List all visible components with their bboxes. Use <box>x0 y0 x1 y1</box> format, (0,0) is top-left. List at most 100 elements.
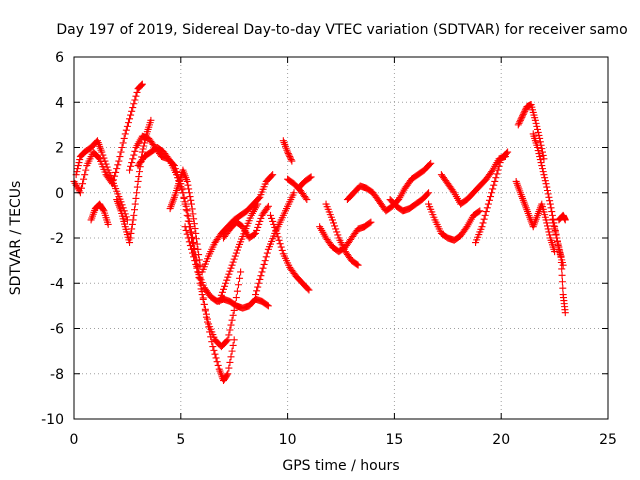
data-point <box>138 148 146 156</box>
data-point <box>287 156 295 164</box>
data-point <box>201 305 209 313</box>
data-point <box>536 153 544 161</box>
data-point <box>120 134 128 142</box>
series-arc-q <box>316 218 375 256</box>
data-point <box>187 196 195 204</box>
data-point <box>488 189 496 197</box>
data-point <box>254 223 262 231</box>
data-point <box>544 225 552 233</box>
series-arc-h <box>181 223 272 312</box>
data-point <box>185 238 193 246</box>
data-point <box>228 347 236 355</box>
series-arc-t <box>386 189 433 215</box>
data-point <box>482 208 490 216</box>
data-point <box>199 295 207 303</box>
data-point <box>101 157 109 165</box>
data-point <box>126 115 134 123</box>
data-point <box>286 154 294 162</box>
data-point <box>200 300 208 308</box>
data-point <box>306 174 314 182</box>
data-point <box>231 252 239 260</box>
data-point <box>533 122 541 130</box>
series-arc-m <box>267 211 313 294</box>
data-point <box>254 283 262 291</box>
data-point <box>186 242 194 250</box>
data-point <box>476 207 484 215</box>
data-point <box>540 155 548 163</box>
data-point <box>556 249 564 257</box>
data-point <box>519 112 527 120</box>
data-point <box>234 281 242 289</box>
series-arc-s <box>343 159 435 215</box>
data-point <box>252 229 260 237</box>
series-arc-g <box>166 166 204 269</box>
data-point <box>229 258 237 266</box>
data-point <box>273 229 281 237</box>
data-point <box>479 219 487 227</box>
data-point <box>546 197 554 205</box>
data-point <box>538 165 546 173</box>
data-point <box>230 336 238 344</box>
data-point <box>353 260 361 268</box>
data-point <box>531 116 539 124</box>
data-point <box>74 162 82 170</box>
data-point <box>270 220 278 228</box>
data-point <box>195 256 203 264</box>
data-point <box>229 311 237 319</box>
data-point <box>99 206 107 214</box>
data-point <box>536 156 544 164</box>
data-point <box>284 148 292 156</box>
y-tick-label: 0 <box>55 186 64 202</box>
data-point <box>263 249 271 257</box>
data-point <box>264 202 272 210</box>
data-point <box>427 159 435 167</box>
y-tick-label: 6 <box>55 50 64 66</box>
data-point <box>534 125 542 133</box>
data-point <box>548 208 556 216</box>
data-point <box>236 274 244 282</box>
data-point <box>557 252 565 260</box>
data-point <box>558 278 566 286</box>
data-point <box>483 204 491 212</box>
data-point <box>124 119 132 127</box>
series-arc-r <box>322 200 362 269</box>
data-point <box>198 291 206 299</box>
data-point <box>543 186 551 194</box>
chart-title: Day 197 of 2019, Sidereal Day-to-day VTE… <box>56 22 627 38</box>
data-point <box>487 193 495 201</box>
data-point <box>181 200 189 208</box>
data-point <box>290 189 298 197</box>
series-arc-a <box>70 80 146 197</box>
data-point <box>82 166 90 174</box>
data-point <box>225 331 233 339</box>
data-point <box>553 237 561 245</box>
data-point <box>536 138 544 146</box>
data-point <box>126 166 134 174</box>
data-point <box>558 265 566 273</box>
data-point <box>179 189 187 197</box>
data-point <box>520 109 528 117</box>
data-point <box>284 150 292 158</box>
data-point <box>140 139 148 147</box>
data-point <box>543 222 551 230</box>
data-point <box>269 217 277 225</box>
data-point <box>224 273 232 281</box>
data-point <box>334 231 342 239</box>
data-point <box>128 159 136 167</box>
data-point <box>493 170 501 178</box>
data-point <box>554 240 562 248</box>
data-point <box>555 243 563 251</box>
x-tick-label: 20 <box>492 432 510 448</box>
data-point <box>516 118 524 126</box>
data-point <box>256 217 264 225</box>
data-point <box>330 219 338 227</box>
data-point <box>185 189 193 197</box>
data-point <box>354 261 362 269</box>
data-point <box>213 358 221 366</box>
data-point <box>537 159 545 167</box>
x-tick-label: 15 <box>385 432 403 448</box>
y-tick-label: -4 <box>50 276 64 292</box>
data-point <box>532 119 540 127</box>
data-point <box>424 190 432 198</box>
data-point <box>549 219 557 227</box>
